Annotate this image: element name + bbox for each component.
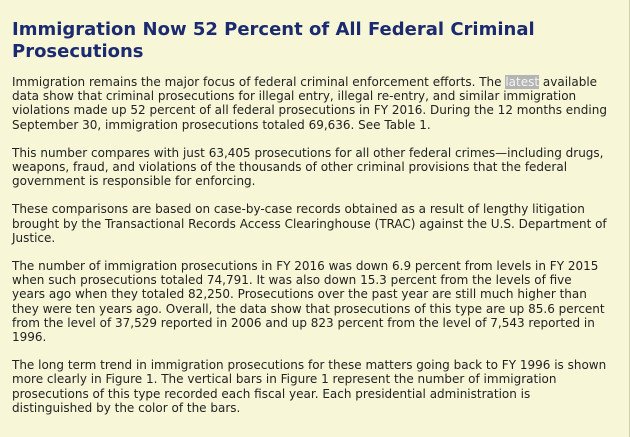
page-title: Immigration Now 52 Percent of All Federa… [12, 19, 535, 62]
paragraph-intro: Immigration remains the major focus of f… [12, 75, 608, 132]
selected-text-highlight[interactable]: latest [505, 75, 540, 89]
paragraph-source: These comparisons are based on case-by-c… [12, 202, 607, 245]
paragraph-comparison: This number compares with just 63,405 pr… [12, 145, 604, 189]
paragraph-intro-text-start: Immigration remains the major focus of f… [12, 75, 506, 89]
paragraph-trends: The number of immigration prosecutions i… [12, 259, 605, 345]
paragraph-long-term: The long term trend in immigration prose… [12, 358, 607, 415]
paragraph-intro-text-end: available data show that criminal prosec… [12, 75, 607, 132]
